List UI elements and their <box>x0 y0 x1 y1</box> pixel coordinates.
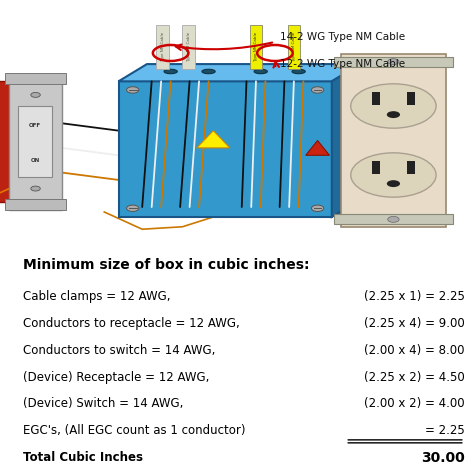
Polygon shape <box>372 162 380 174</box>
Polygon shape <box>9 74 62 210</box>
Text: Total Cubic Inches: Total Cubic Inches <box>23 451 144 464</box>
Text: = 2.25: = 2.25 <box>425 424 465 438</box>
Polygon shape <box>327 66 346 214</box>
Polygon shape <box>306 140 329 155</box>
Circle shape <box>311 87 324 93</box>
Polygon shape <box>250 25 262 69</box>
Text: EGC's, (All EGC count as 1 conductor): EGC's, (All EGC count as 1 conductor) <box>23 424 246 438</box>
Polygon shape <box>334 57 453 66</box>
Circle shape <box>311 205 324 211</box>
Polygon shape <box>0 82 14 202</box>
Circle shape <box>351 153 436 197</box>
Polygon shape <box>288 25 300 69</box>
Circle shape <box>388 59 399 64</box>
Text: (Device) Receptacle = 12 AWG,: (Device) Receptacle = 12 AWG, <box>23 371 210 383</box>
Text: 12-2 WG Type NM Cable: 12-2 WG Type NM Cable <box>280 59 405 69</box>
Text: (2.25 x 2) = 4.50: (2.25 x 2) = 4.50 <box>364 371 465 383</box>
Circle shape <box>387 180 400 187</box>
Circle shape <box>127 205 139 211</box>
Polygon shape <box>118 64 360 82</box>
Text: (Device) Switch = 14 AWG,: (Device) Switch = 14 AWG, <box>23 397 184 410</box>
Polygon shape <box>5 199 66 210</box>
Text: Type NM Cable: Type NM Cable <box>187 32 191 62</box>
Ellipse shape <box>254 69 267 73</box>
Circle shape <box>387 111 400 118</box>
Polygon shape <box>341 54 446 227</box>
Circle shape <box>31 186 40 191</box>
Polygon shape <box>372 92 380 105</box>
Polygon shape <box>118 82 332 217</box>
Circle shape <box>388 217 399 222</box>
Polygon shape <box>18 106 52 177</box>
Text: Type NM Cable: Type NM Cable <box>292 32 296 62</box>
Polygon shape <box>407 162 415 174</box>
Ellipse shape <box>164 69 177 73</box>
Ellipse shape <box>292 69 305 73</box>
Polygon shape <box>5 73 66 84</box>
Text: Cable clamps = 12 AWG,: Cable clamps = 12 AWG, <box>23 290 171 303</box>
Polygon shape <box>407 92 415 105</box>
Polygon shape <box>156 25 169 69</box>
Text: Minimum size of box in cubic inches:: Minimum size of box in cubic inches: <box>23 258 310 272</box>
Text: 14-2 WG Type NM Cable: 14-2 WG Type NM Cable <box>280 32 405 42</box>
Text: (2.00 x 4) = 8.00: (2.00 x 4) = 8.00 <box>365 344 465 357</box>
Polygon shape <box>332 64 360 217</box>
Text: 30.00: 30.00 <box>421 451 465 465</box>
Polygon shape <box>182 25 195 69</box>
Text: Type NM Cable: Type NM Cable <box>161 32 164 62</box>
Text: Conductors to receptacle = 12 AWG,: Conductors to receptacle = 12 AWG, <box>23 317 240 330</box>
Polygon shape <box>334 214 453 224</box>
Text: OFF: OFF <box>29 123 41 128</box>
Text: (2.25 x 4) = 9.00: (2.25 x 4) = 9.00 <box>364 317 465 330</box>
Text: (2.00 x 2) = 4.00: (2.00 x 2) = 4.00 <box>364 397 465 410</box>
Circle shape <box>31 92 40 97</box>
Text: Conductors to switch = 14 AWG,: Conductors to switch = 14 AWG, <box>23 344 216 357</box>
Text: Type NM Cable: Type NM Cable <box>254 32 258 62</box>
Polygon shape <box>197 131 230 148</box>
Text: ON: ON <box>30 158 40 163</box>
Ellipse shape <box>202 69 215 73</box>
Circle shape <box>127 87 139 93</box>
Text: (2.25 x 1) = 2.25: (2.25 x 1) = 2.25 <box>364 290 465 303</box>
Circle shape <box>351 84 436 128</box>
